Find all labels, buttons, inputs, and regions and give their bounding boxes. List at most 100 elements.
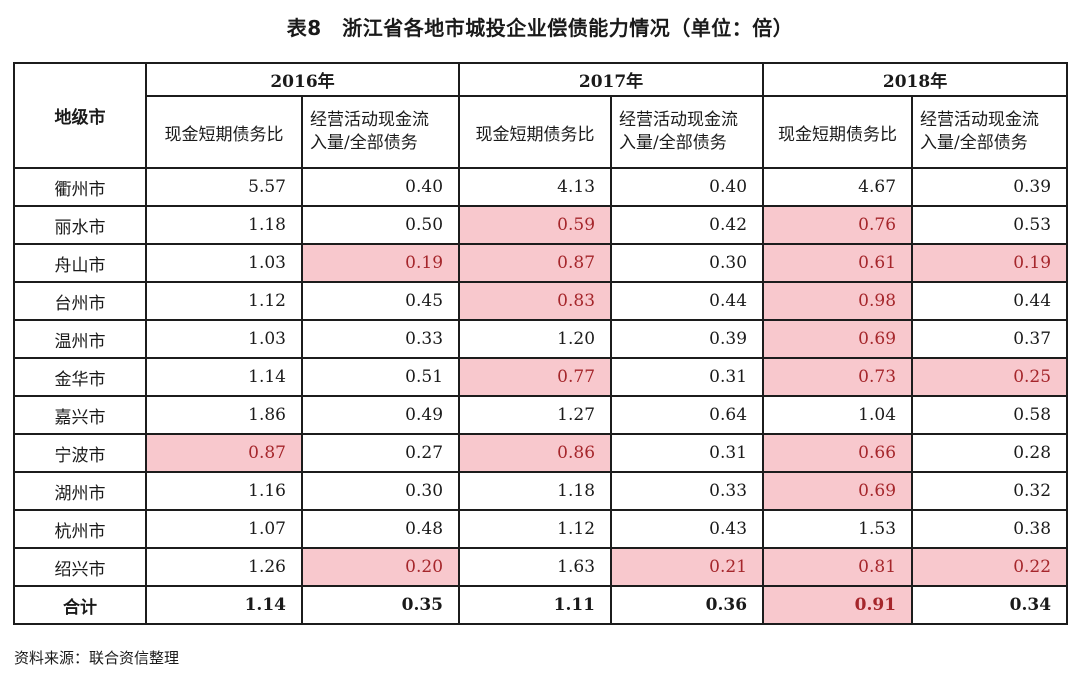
value-cell: 0.86 — [458, 433, 613, 473]
value-cell: 0.58 — [911, 395, 1069, 435]
value-cell: 0.98 — [762, 281, 914, 321]
metric-header-short-debt-2016: 现金短期债务比 — [145, 95, 303, 169]
year-header-2018: 2018年 — [762, 62, 1069, 97]
value-cell: 0.34 — [911, 585, 1069, 625]
table-row: 宁波市 0.87 0.27 0.86 0.31 0.66 0.28 — [13, 433, 1069, 473]
value-cell: 0.83 — [458, 281, 613, 321]
value-cell: 0.66 — [762, 433, 914, 473]
value-cell: 1.14 — [145, 585, 303, 625]
value-cell: 0.48 — [300, 509, 461, 549]
value-cell: 1.12 — [145, 281, 303, 321]
value-cell: 1.27 — [458, 395, 613, 435]
value-cell: 5.57 — [145, 167, 303, 207]
value-cell: 1.04 — [762, 395, 914, 435]
value-cell: 0.33 — [610, 471, 765, 511]
value-cell: 0.64 — [610, 395, 765, 435]
metric-header-cash-flow-label: 经营活动现金流入量/全部债务 — [310, 110, 429, 153]
city-cell: 绍兴市 — [13, 547, 147, 587]
table-row: 嘉兴市 1.86 0.49 1.27 0.64 1.04 0.58 — [13, 395, 1069, 435]
table-row: 丽水市 1.18 0.50 0.59 0.42 0.76 0.53 — [13, 205, 1069, 245]
value-cell: 0.87 — [458, 243, 613, 283]
value-cell: 0.35 — [300, 585, 461, 625]
value-cell: 1.11 — [458, 585, 613, 625]
value-cell: 0.21 — [610, 547, 765, 587]
value-cell: 0.40 — [610, 167, 765, 207]
value-cell: 0.81 — [762, 547, 914, 587]
value-cell: 0.50 — [300, 205, 461, 245]
year-header-row: 地级市 2016年 2017年 2018年 — [13, 62, 1069, 169]
year-header-2016: 2016年 — [144, 62, 461, 97]
value-cell: 0.38 — [911, 509, 1069, 549]
value-cell: 0.22 — [911, 547, 1069, 587]
value-cell: 0.77 — [458, 357, 613, 397]
value-cell: 0.28 — [911, 433, 1069, 473]
city-cell: 温州市 — [13, 319, 147, 359]
metric-header-cash-flow-2016: 经营活动现金流入量/全部债务 — [300, 95, 461, 169]
source-note: 资料来源：联合资信整理 — [14, 649, 180, 667]
value-cell: 0.25 — [911, 357, 1069, 397]
value-cell: 4.67 — [762, 167, 914, 207]
value-cell: 0.30 — [610, 243, 765, 283]
city-cell: 台州市 — [13, 281, 147, 321]
city-cell: 衢州市 — [13, 167, 147, 207]
value-cell: 0.43 — [610, 509, 765, 549]
value-cell: 0.44 — [610, 281, 765, 321]
value-cell: 1.63 — [458, 547, 613, 587]
debt-capacity-table: 地级市 2016年 2017年 2018年 现金短期债务比 经营活动现金流入量/… — [13, 62, 1069, 625]
city-column-header: 地级市 — [13, 62, 147, 169]
value-cell: 0.45 — [300, 281, 461, 321]
value-cell: 0.27 — [300, 433, 461, 473]
value-cell: 0.69 — [762, 471, 914, 511]
value-cell: 1.26 — [145, 547, 303, 587]
table-row: 台州市 1.12 0.45 0.83 0.44 0.98 0.44 — [13, 281, 1069, 321]
value-cell: 0.31 — [610, 433, 765, 473]
table-row: 舟山市 1.03 0.19 0.87 0.30 0.61 0.19 — [13, 243, 1069, 283]
value-cell: 0.87 — [145, 433, 303, 473]
city-cell: 金华市 — [13, 357, 147, 397]
value-cell: 1.12 — [458, 509, 613, 549]
city-cell: 丽水市 — [13, 205, 147, 245]
value-cell: 1.03 — [145, 243, 303, 283]
value-cell: 0.39 — [911, 167, 1069, 207]
table-row: 衢州市 5.57 0.40 4.13 0.40 4.67 0.39 — [13, 167, 1069, 207]
value-cell: 0.19 — [911, 243, 1069, 283]
metric-header-short-debt-2018: 现金短期债务比 — [762, 95, 914, 169]
value-cell: 0.76 — [762, 205, 914, 245]
value-cell: 1.53 — [762, 509, 914, 549]
year-header-2017: 2017年 — [458, 62, 765, 97]
table-row: 杭州市 1.07 0.48 1.12 0.43 1.53 0.38 — [13, 509, 1069, 549]
city-cell: 杭州市 — [13, 509, 147, 549]
value-cell: 1.03 — [145, 319, 303, 359]
table-row: 绍兴市 1.26 0.20 1.63 0.21 0.81 0.22 — [13, 547, 1069, 587]
value-cell: 0.31 — [610, 357, 765, 397]
value-cell: 0.59 — [458, 205, 613, 245]
value-cell: 0.51 — [300, 357, 461, 397]
metric-header-cash-flow-2018: 经营活动现金流入量/全部债务 — [911, 95, 1069, 169]
value-cell: 0.39 — [610, 319, 765, 359]
value-cell: 0.53 — [911, 205, 1069, 245]
value-cell: 0.44 — [911, 281, 1069, 321]
value-cell: 0.30 — [300, 471, 461, 511]
value-cell: 1.20 — [458, 319, 613, 359]
value-cell: 1.86 — [145, 395, 303, 435]
table-row: 温州市 1.03 0.33 1.20 0.39 0.69 0.37 — [13, 319, 1069, 359]
value-cell: 0.37 — [911, 319, 1069, 359]
total-row: 合计 1.14 0.35 1.11 0.36 0.91 0.34 — [13, 585, 1069, 625]
city-cell: 舟山市 — [13, 243, 147, 283]
metric-header-short-debt-2017: 现金短期债务比 — [458, 95, 613, 169]
metric-header-cash-flow-label: 经营活动现金流入量/全部债务 — [619, 110, 739, 153]
value-cell: 0.49 — [300, 395, 461, 435]
table-row: 金华市 1.14 0.51 0.77 0.31 0.73 0.25 — [13, 357, 1069, 397]
value-cell: 0.42 — [610, 205, 765, 245]
value-cell: 0.40 — [300, 167, 461, 207]
value-cell: 0.33 — [300, 319, 461, 359]
value-cell: 1.07 — [145, 509, 303, 549]
city-cell: 嘉兴市 — [13, 395, 147, 435]
table-title: 表8 浙江省各地市城投企业偿债能力情况（单位：倍） — [286, 16, 794, 40]
metric-header-cash-flow-label: 经营活动现金流入量/全部债务 — [920, 110, 1040, 153]
metric-header-row: 现金短期债务比 经营活动现金流入量/全部债务 现金短期债务比 经营活动现金流入量… — [14, 95, 1069, 169]
value-cell: 1.18 — [145, 205, 303, 245]
total-label-cell: 合计 — [13, 585, 147, 625]
value-cell: 0.32 — [911, 471, 1069, 511]
